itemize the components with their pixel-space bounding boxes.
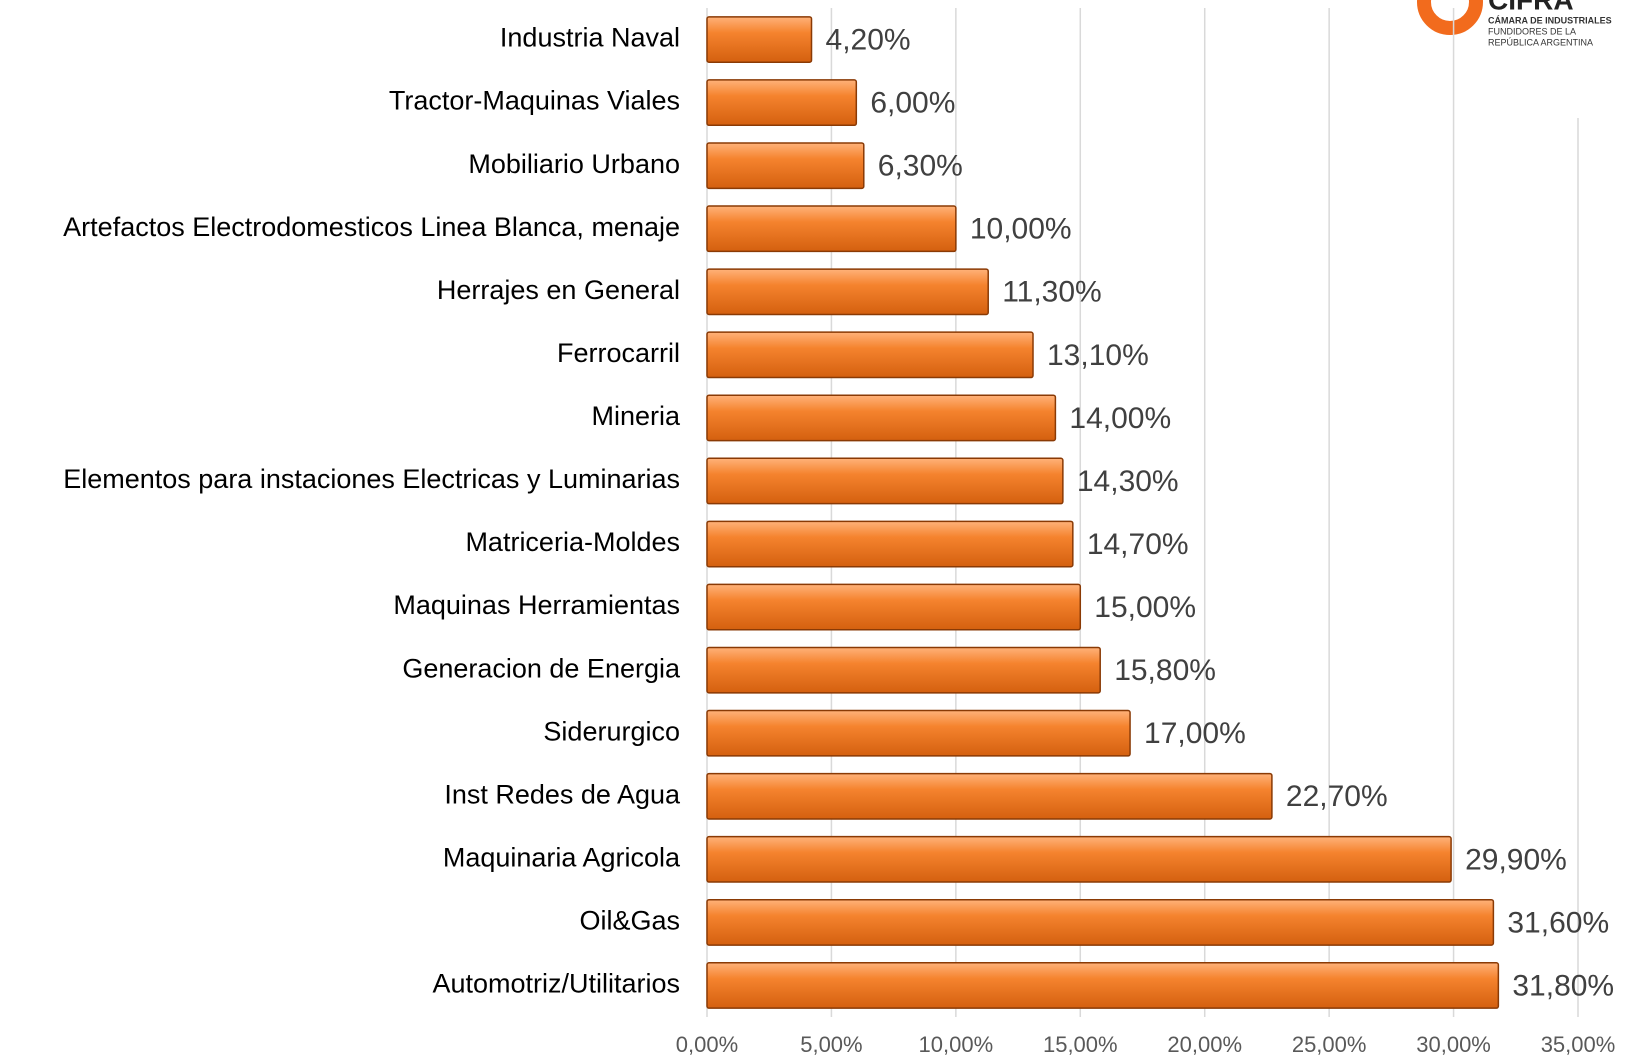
y-tick-label: Tractor-Maquinas Viales bbox=[389, 86, 680, 116]
bar bbox=[706, 583, 1082, 631]
x-tick-label: 10,00% bbox=[919, 1032, 994, 1057]
y-tick-label: Elementos para instaciones Electricas y … bbox=[63, 464, 680, 494]
y-tick-label: Matriceria-Moldes bbox=[465, 527, 680, 557]
x-tick-label: 15,00% bbox=[1043, 1032, 1118, 1057]
bar bbox=[706, 394, 1057, 442]
data-label: 15,80% bbox=[1114, 654, 1216, 687]
y-tick-label: Artefactos Electrodomesticos Linea Blanc… bbox=[63, 212, 680, 242]
data-label: 11,30% bbox=[1002, 276, 1102, 309]
y-tick-label: Generacion de Energia bbox=[402, 653, 681, 683]
data-label: 4,20% bbox=[826, 23, 911, 56]
y-tick-label: Siderurgico bbox=[543, 716, 680, 746]
logo: CIFRA CÁMARA DE INDUSTRIALES FUNDIDORES … bbox=[1417, 0, 1612, 47]
logo-line: CÁMARA DE INDUSTRIALES bbox=[1488, 15, 1612, 25]
bar bbox=[706, 646, 1101, 694]
data-label: 6,00% bbox=[870, 87, 955, 120]
bar bbox=[706, 268, 989, 316]
bar bbox=[706, 898, 1495, 946]
x-tick-label: 25,00% bbox=[1292, 1032, 1367, 1057]
y-tick-label: Herrajes en General bbox=[437, 275, 680, 305]
y-tick-label: Mineria bbox=[591, 401, 681, 431]
x-tick-label: 20,00% bbox=[1167, 1032, 1242, 1057]
bar bbox=[706, 835, 1452, 883]
data-label: 14,30% bbox=[1077, 465, 1179, 498]
logo-name: CIFRA bbox=[1488, 0, 1574, 15]
logo-line: REPÚBLICA ARGENTINA bbox=[1488, 37, 1593, 47]
logo-icon bbox=[1417, 0, 1483, 35]
logo-line: FUNDIDORES DE LA bbox=[1488, 26, 1576, 36]
bar bbox=[706, 205, 957, 253]
bar bbox=[706, 962, 1500, 1009]
y-tick-label: Maquinas Herramientas bbox=[393, 590, 680, 620]
y-tick-label: Mobiliario Urbano bbox=[468, 149, 680, 179]
y-tick-label: Maquinaria Agricola bbox=[443, 842, 681, 872]
bar bbox=[706, 79, 858, 127]
bar bbox=[706, 142, 865, 190]
data-label: 31,60% bbox=[1507, 906, 1609, 939]
data-label: 14,00% bbox=[1069, 402, 1171, 435]
bar bbox=[706, 331, 1034, 379]
data-label: 29,90% bbox=[1465, 843, 1567, 876]
x-tick-label: 0,00% bbox=[676, 1032, 738, 1057]
y-tick-label: Inst Redes de Agua bbox=[444, 779, 681, 809]
bar bbox=[706, 520, 1074, 568]
data-label: 15,00% bbox=[1094, 591, 1196, 624]
bar bbox=[706, 457, 1064, 505]
y-tick-label: Industria Naval bbox=[500, 23, 680, 53]
x-tick-label: 30,00% bbox=[1416, 1032, 1491, 1057]
bar bbox=[706, 772, 1273, 820]
y-tick-label: Oil&Gas bbox=[579, 906, 680, 936]
data-label: 6,30% bbox=[878, 150, 963, 183]
data-label: 10,00% bbox=[970, 213, 1072, 246]
data-label: 13,10% bbox=[1047, 339, 1149, 372]
data-label: 22,70% bbox=[1286, 780, 1388, 813]
x-tick-label: 35,00% bbox=[1541, 1032, 1616, 1057]
bar bbox=[706, 16, 813, 63]
x-tick-label: 5,00% bbox=[800, 1032, 862, 1057]
y-tick-label: Ferrocarril bbox=[557, 338, 680, 368]
y-tick-label: Automotriz/Utilitarios bbox=[432, 969, 680, 999]
bar bbox=[706, 709, 1131, 757]
data-label: 31,80% bbox=[1512, 969, 1614, 1002]
data-label: 14,70% bbox=[1087, 528, 1189, 561]
data-label: 17,00% bbox=[1144, 717, 1246, 750]
